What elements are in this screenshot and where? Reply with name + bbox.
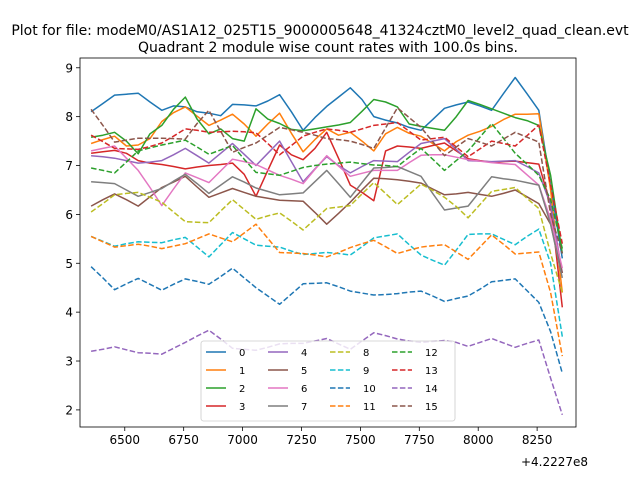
legend-label-11: 11 — [363, 402, 376, 413]
legend-label-7: 7 — [301, 402, 307, 413]
series-line-10 — [90, 266, 564, 374]
legend-label-14: 14 — [425, 384, 438, 395]
series-line-6 — [90, 145, 564, 269]
figure-suptitle: Plot for file: modeM0/AS1A12_025T15_9000… — [11, 23, 629, 39]
y-tick-label: 4 — [65, 306, 73, 320]
y-tick-label: 7 — [65, 159, 73, 173]
legend-label-6: 6 — [301, 384, 307, 395]
legend-label-15: 15 — [425, 402, 438, 413]
x-tick-label: 7500 — [345, 433, 376, 447]
series-line-0 — [90, 76, 564, 259]
legend-label-5: 5 — [301, 366, 307, 377]
series-line-2 — [90, 96, 564, 254]
x-tick-label: 6500 — [109, 433, 140, 447]
y-tick-label: 3 — [65, 355, 73, 369]
x-tick-label: 7000 — [227, 433, 258, 447]
legend-label-12: 12 — [425, 348, 438, 359]
series-lines — [90, 76, 564, 416]
series-line-15 — [90, 107, 564, 254]
legend-label-1: 1 — [239, 366, 245, 377]
x-tick-label: 6750 — [168, 433, 199, 447]
y-tick-label: 8 — [65, 110, 73, 124]
series-line-14 — [90, 329, 564, 416]
x-axis-offset-label: +4.2227e8 — [521, 455, 588, 469]
series-line-8 — [90, 181, 564, 293]
x-tick-label: 7250 — [286, 433, 317, 447]
chart-title: Quadrant 2 module wise count rates with … — [138, 40, 518, 56]
legend-label-9: 9 — [363, 366, 369, 377]
legend-label-4: 4 — [301, 348, 307, 359]
series-line-9 — [90, 228, 564, 337]
y-tick-label: 9 — [65, 61, 73, 75]
series-line-12 — [90, 122, 564, 249]
y-tick-label: 6 — [65, 208, 73, 222]
legend-box — [200, 340, 456, 422]
x-tick-label: 8000 — [463, 433, 494, 447]
y-tick-label: 5 — [65, 257, 73, 271]
x-axis: 6500 6750 7000 7250 7500 7750 8000 8250 — [109, 427, 552, 447]
legend-label-8: 8 — [363, 348, 369, 359]
x-tick-label: 8250 — [522, 433, 553, 447]
series-line-11 — [90, 223, 564, 357]
x-tick-label: 7750 — [404, 433, 435, 447]
legend-label-10: 10 — [363, 384, 376, 395]
legend-label-13: 13 — [425, 366, 438, 377]
legend-label-0: 0 — [239, 348, 245, 359]
y-axis: 2 3 4 5 6 7 8 9 — [65, 61, 80, 417]
legend-label-3: 3 — [239, 402, 245, 413]
y-tick-label: 2 — [65, 403, 73, 417]
legend-label-2: 2 — [239, 384, 245, 395]
series-line-7 — [91, 165, 564, 279]
plot-frame — [79, 57, 577, 428]
